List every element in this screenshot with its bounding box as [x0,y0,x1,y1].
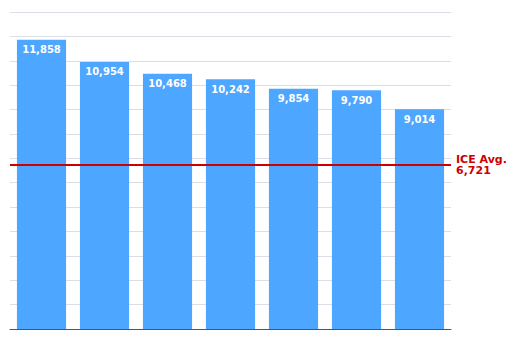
svg-text:9,854: 9,854 [278,93,310,104]
svg-text:10,954: 10,954 [85,66,124,77]
svg-text:10,242: 10,242 [211,84,250,95]
svg-text:ICE Avg.: ICE Avg. [456,153,507,167]
svg-text:10,468: 10,468 [148,78,187,89]
svg-text:9,790: 9,790 [341,95,373,106]
svg-text:6,721: 6,721 [456,164,491,177]
svg-text:11,858: 11,858 [22,44,61,55]
svg-text:9,014: 9,014 [404,114,436,125]
